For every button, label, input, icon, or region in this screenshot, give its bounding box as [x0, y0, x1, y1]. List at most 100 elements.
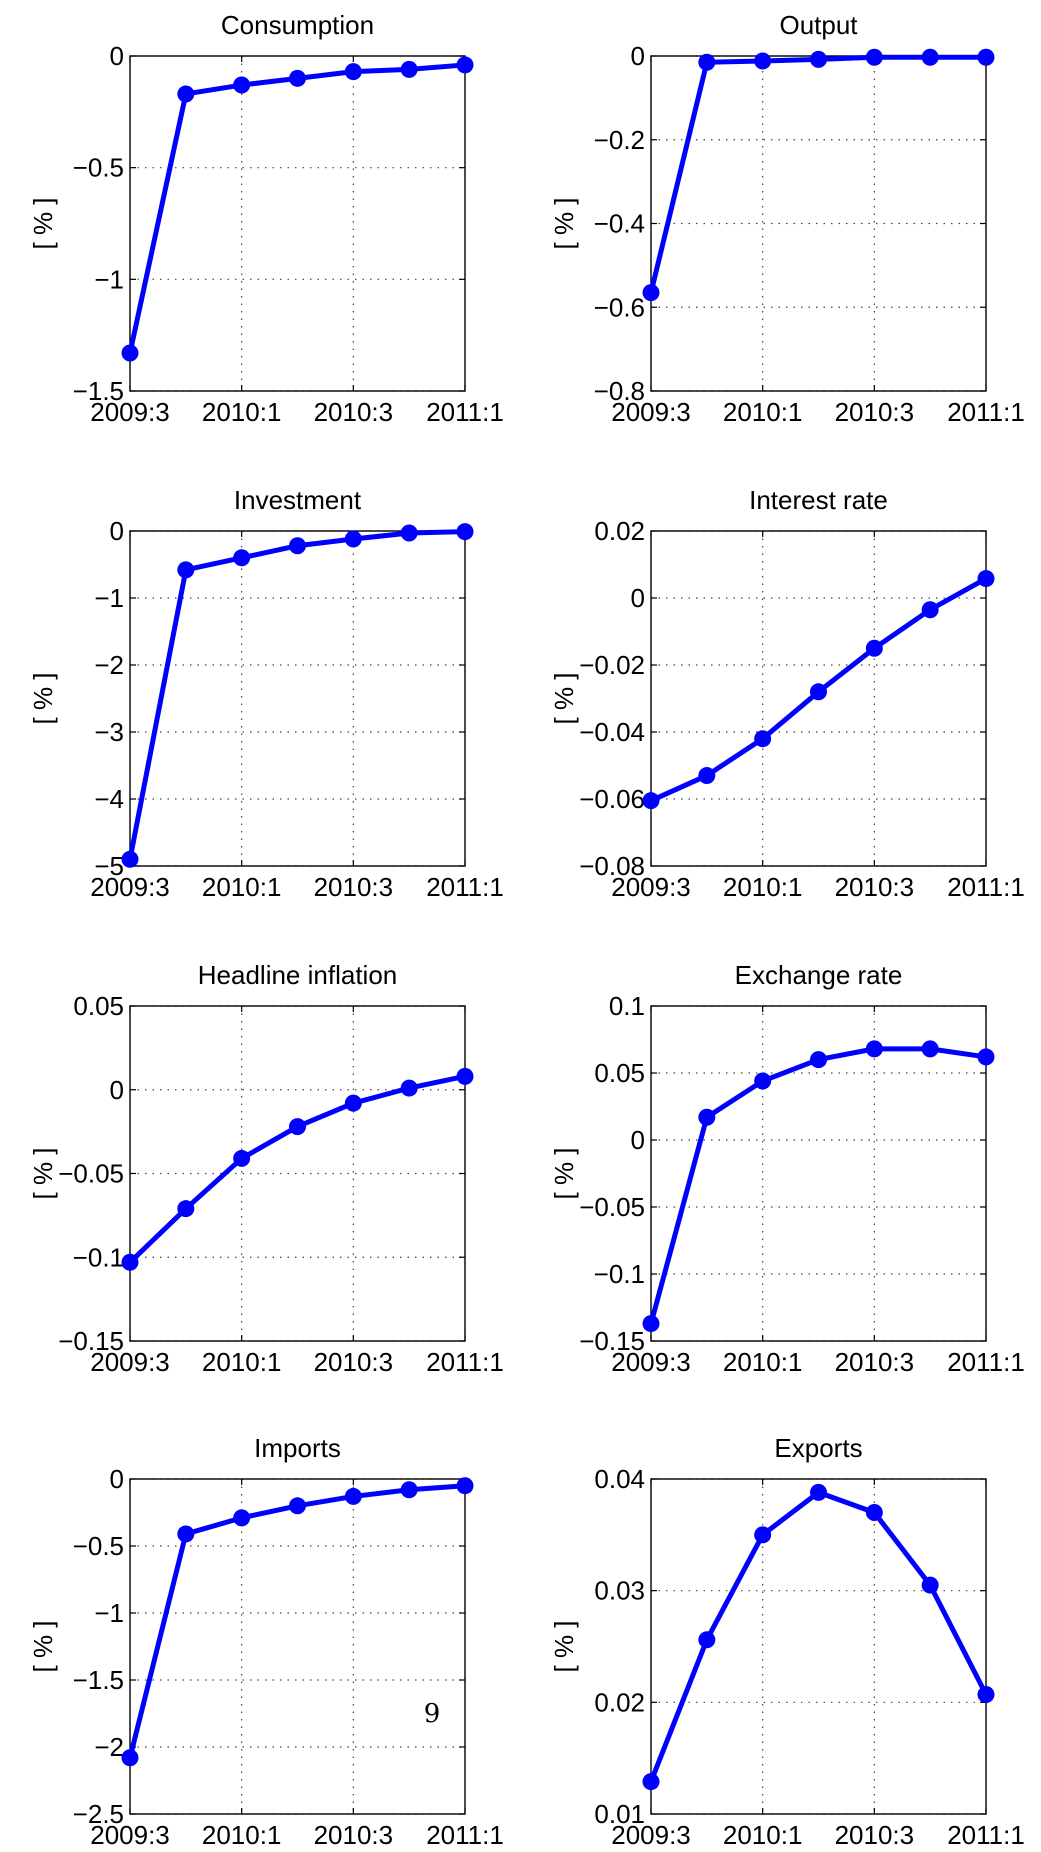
data-point	[810, 683, 827, 701]
y-tick-label: −0.5	[73, 1531, 124, 1561]
y-axis-label: [ % ]	[28, 1620, 58, 1672]
y-tick-label: 0	[631, 583, 645, 613]
y-axis-label: [ % ]	[28, 197, 58, 249]
data-point	[921, 1040, 939, 1058]
subplot: Interest rate [ % ] −0.08 −0.06 −0.04 −0.02 0 0…	[549, 485, 1025, 902]
data-point	[456, 1477, 474, 1495]
data-point	[754, 52, 772, 70]
plot-frame	[129, 1478, 466, 1815]
y-axis-label: [ % ]	[549, 197, 579, 249]
x-tick-label: 2010:3	[835, 1820, 915, 1850]
data-point	[810, 50, 827, 68]
chart-title: Investment	[234, 485, 362, 515]
data-point	[642, 1315, 660, 1333]
data-line	[648, 1046, 987, 1325]
data-point	[344, 530, 362, 548]
data-point	[642, 1773, 660, 1791]
data-line	[127, 62, 466, 354]
y-tick-label: −0.08	[579, 851, 645, 881]
y-tick-label: −0.05	[58, 1159, 124, 1189]
x-tick-label: 2011:1	[426, 397, 504, 427]
x-tick-label: 2010:3	[314, 1347, 394, 1377]
y-tick-label: −5	[94, 851, 124, 881]
x-tick-label: 2009:3	[90, 1347, 170, 1377]
y-tick-label: −0.6	[594, 292, 645, 322]
x-tick-label: 2010:3	[314, 872, 394, 902]
data-point	[642, 284, 660, 302]
y-tick-label: 0.05	[594, 1058, 645, 1088]
y-tick-label: −0.06	[579, 784, 645, 814]
data-point	[177, 561, 195, 579]
y-tick-label: −2.5	[73, 1799, 124, 1829]
x-tick-label: 2010:1	[202, 1820, 282, 1850]
x-tick-label: 2009:3	[611, 1347, 691, 1377]
x-tick-label: 2009:3	[611, 872, 691, 902]
data-point	[233, 76, 251, 94]
subplot: Output [ % ] −0.8 −0.6 −0.4 −0.2 0 2009:3 2010:1…	[549, 10, 1025, 427]
data-point	[977, 48, 995, 66]
x-tick-label: 2010:1	[723, 872, 803, 902]
x-tick-label: 2010:3	[314, 1820, 394, 1850]
data-point	[921, 601, 939, 619]
chart-title: Interest rate	[749, 485, 888, 515]
data-point	[233, 549, 251, 567]
data-point	[400, 1079, 418, 1097]
x-tick-label: 2009:3	[90, 872, 170, 902]
y-tick-label: 0.02	[594, 516, 645, 546]
data-point	[233, 1149, 251, 1167]
x-tick-label: 2011:1	[947, 1347, 1025, 1377]
data-point	[977, 570, 995, 588]
y-tick-label: −0.02	[579, 650, 645, 680]
x-tick-label: 2010:1	[202, 872, 282, 902]
data-point	[456, 56, 474, 74]
y-tick-label: −3	[94, 717, 124, 747]
data-point	[400, 1481, 418, 1499]
x-tick-label: 2011:1	[947, 397, 1025, 427]
x-tick-label: 2010:3	[835, 397, 915, 427]
data-point	[289, 1497, 306, 1515]
chart-title: Exchange rate	[735, 960, 903, 990]
x-tick-label: 2010:1	[202, 397, 282, 427]
x-tick-label: 2009:3	[611, 397, 691, 427]
plot-frame	[129, 1005, 466, 1342]
data-point	[177, 85, 195, 103]
chart-title: Imports	[254, 1433, 341, 1463]
y-axis-label: [ % ]	[549, 1620, 579, 1672]
subplot: Headline inflation [ % ] −0.15 −0.1 −0.05 0 0.…	[28, 960, 504, 1377]
y-tick-label: −1	[94, 583, 124, 613]
plot-frame	[650, 530, 987, 867]
x-tick-label: 2010:1	[723, 1820, 803, 1850]
y-tick-label: 0	[110, 41, 124, 71]
y-axis-label: [ % ]	[28, 672, 58, 724]
data-point	[810, 1051, 827, 1069]
data-point	[754, 730, 772, 748]
data-point	[456, 1067, 474, 1085]
data-point	[121, 344, 139, 362]
data-point	[289, 537, 306, 555]
x-tick-label: 2010:1	[723, 397, 803, 427]
data-point	[754, 1526, 772, 1544]
y-tick-label: −0.5	[73, 153, 124, 183]
x-tick-label: 2011:1	[947, 1820, 1025, 1850]
y-tick-label: 0.04	[594, 1464, 645, 1494]
y-tick-label: 0.03	[594, 1576, 645, 1606]
data-point	[698, 1631, 716, 1649]
page-number: 9	[424, 1699, 441, 1729]
y-tick-label: −1	[94, 264, 124, 294]
data-point	[921, 1576, 939, 1594]
data-point	[400, 60, 418, 78]
data-point	[977, 1048, 995, 1066]
y-tick-label: −1.5	[73, 376, 124, 406]
x-tick-label: 2009:3	[611, 1820, 691, 1850]
data-point	[865, 1040, 883, 1058]
plot-frame	[129, 530, 466, 867]
chart-title: Headline inflation	[198, 960, 397, 990]
y-tick-label: 0.05	[73, 991, 124, 1021]
y-tick-label: −1	[94, 1598, 124, 1628]
y-tick-label: 0	[110, 1464, 124, 1494]
y-tick-label: −1.5	[73, 1665, 124, 1695]
y-tick-label: −0.2	[594, 125, 645, 155]
data-point	[177, 1200, 195, 1218]
data-point	[289, 1118, 306, 1136]
